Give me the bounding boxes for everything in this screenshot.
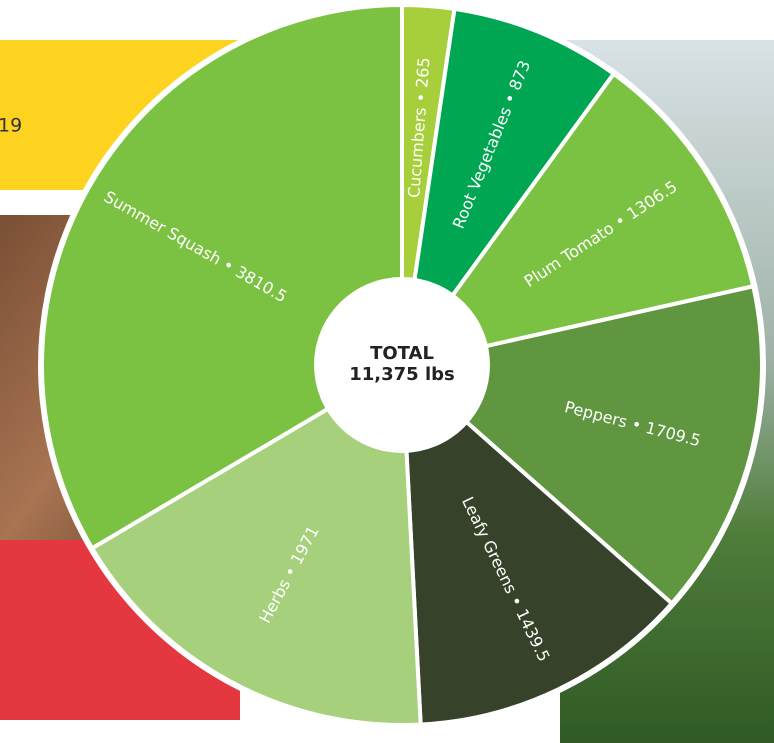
pie-slice: [400, 284, 764, 606]
panel-text: 19: [0, 115, 22, 137]
slice-value: 265: [412, 57, 433, 89]
slice-separator: •: [625, 413, 649, 436]
center-value: 11,375 lbs: [349, 364, 455, 385]
center-title: TOTAL: [370, 343, 434, 364]
pie-slice: [400, 6, 616, 367]
pie-slice: [400, 363, 674, 727]
pie-slice: [400, 71, 756, 367]
pie-slice: [90, 363, 423, 727]
center-hole: [314, 277, 490, 453]
pie-slice: [40, 3, 404, 551]
slice-separator: •: [410, 87, 430, 108]
